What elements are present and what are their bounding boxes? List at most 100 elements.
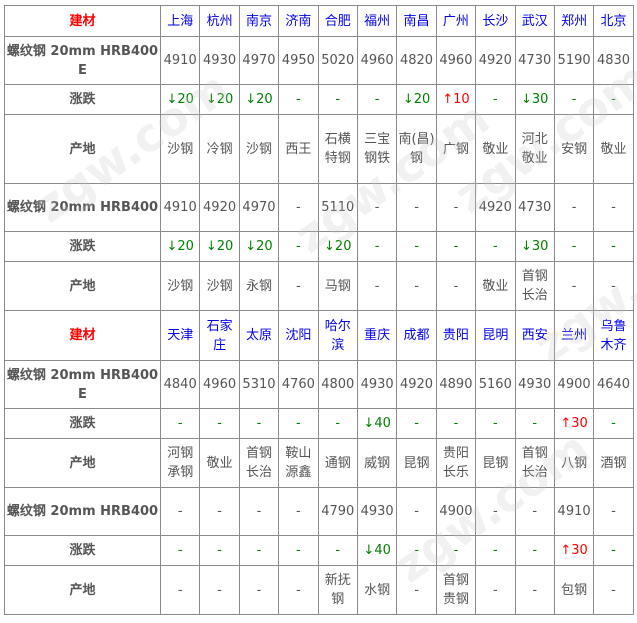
price-cell: 5190: [553, 36, 595, 85]
origin-cell: 敬业: [199, 438, 240, 488]
origin-cell: -: [396, 261, 437, 311]
price-cell: -: [514, 487, 555, 536]
change-cell: -: [317, 535, 358, 566]
origin-cell: 首钢长治: [514, 438, 555, 488]
price-cell: 4830: [593, 36, 634, 85]
change-cell: -: [356, 84, 398, 115]
change-cell: ↑30: [553, 408, 595, 439]
hrb400e-change-row: 涨跌 ↓20 ↓20 ↓20 - - - ↓20 ↑10 - ↓30 - -: [4, 84, 634, 115]
city-header: 杭州: [199, 5, 240, 37]
hrb400e-origin-row: 产地 沙钢 冷钢 沙钢 西王 石横特钢 三宝钢铁 南(昌)钢 广钢 敬业 河北敬业 安钢 敬业: [4, 114, 634, 184]
change-cell: ↓40: [356, 535, 398, 566]
change-cell: ↓20: [159, 84, 201, 115]
origin-cell: 安钢: [553, 114, 595, 184]
origin-cell: 昆钢: [396, 438, 437, 488]
change-cell: -: [593, 408, 634, 439]
header-row: 建材 天津 石家庄 太原 沈阳 哈尔滨 重庆 成都 贵阳 昆明 西安 兰州 乌鲁木齐: [4, 310, 634, 361]
origin-cell: -: [356, 261, 398, 311]
city-header: 贵阳: [435, 310, 477, 361]
price-cell: -: [593, 487, 634, 536]
city-header: 合肥: [317, 5, 358, 37]
no-change: -: [296, 543, 301, 558]
fall-value: ↓20: [205, 92, 234, 107]
no-change: -: [414, 239, 419, 254]
no-change: -: [492, 239, 498, 254]
price-cell: 4900: [435, 487, 477, 536]
no-change: -: [217, 543, 222, 558]
row-label: 螺纹钢 20mm HRB400E: [4, 36, 161, 85]
price-cell: 4920: [475, 36, 516, 85]
change-cell: ↓20: [199, 84, 240, 115]
city-header: 南昌: [396, 5, 437, 37]
price-cell: 4730: [514, 36, 555, 85]
no-change: -: [374, 92, 380, 107]
change-cell: ↓20: [396, 84, 437, 115]
price-cell: 5020: [317, 36, 358, 85]
city-header: 西安: [514, 310, 555, 361]
city-header: 武汉: [514, 5, 555, 37]
city-header: 太原: [238, 310, 280, 361]
price-cell: 4920: [199, 183, 240, 232]
header-row: 建材 上海 杭州 南京 济南 合肥 福州 南昌 广州 长沙 武汉 郑州 北京: [4, 5, 634, 37]
change-cell: ↓20: [159, 231, 201, 262]
change-cell: -: [593, 84, 634, 115]
row-label: 产地: [4, 565, 161, 615]
change-cell: -: [199, 408, 240, 439]
origin-cell: 贵阳长乐: [435, 438, 477, 488]
change-cell: -: [475, 231, 516, 262]
origin-cell: 西王: [278, 114, 319, 184]
hrb400-price-row: 螺纹钢 20mm HRB400 4910 4920 4970-5110- - -4920 4…: [4, 183, 634, 232]
price-cell: 4790: [317, 487, 358, 536]
origin-cell: 马钢: [317, 261, 358, 311]
change-cell: -: [514, 535, 555, 566]
origin-cell: 沙钢: [159, 261, 201, 311]
origin-cell: 水钢: [356, 565, 398, 615]
fall-value: ↓20: [245, 239, 273, 254]
fall-value: ↓40: [363, 416, 391, 431]
rebar-price-table: 建材 上海 杭州 南京 济南 合肥 福州 南昌 广州 长沙 武汉 郑州 北京 螺纹钢 20mm HRB40…: [4, 5, 634, 615]
change-cell: -: [317, 84, 358, 115]
change-cell: ↓30: [514, 84, 555, 115]
price-cell: 4760: [278, 360, 319, 409]
origin-cell: -: [396, 565, 437, 615]
change-cell: -: [199, 535, 240, 566]
fall-value: ↓20: [205, 239, 234, 254]
price-cell: -: [356, 183, 398, 232]
hrb400-price-row: 螺纹钢 20mm HRB400- - - -4790 4930-4900- -4910-: [4, 487, 634, 536]
origin-cell: 敬业: [593, 114, 634, 184]
origin-cell: 三宝钢铁: [356, 114, 398, 184]
hrb400-origin-row: 产地 沙钢 沙钢 永钢 - 马钢 - - - 敬业 首钢长治 - -: [4, 261, 634, 311]
price-cell: -: [278, 183, 319, 232]
change-cell: -: [278, 535, 319, 566]
price-cell: -: [199, 487, 240, 536]
change-cell: -: [396, 535, 437, 566]
change-cell: -: [435, 408, 477, 439]
change-cell: -: [238, 535, 280, 566]
origin-cell: -: [593, 565, 634, 615]
origin-cell: 沙钢: [199, 261, 240, 311]
no-change: -: [335, 92, 341, 107]
no-change: -: [492, 92, 498, 107]
change-cell: -: [396, 231, 437, 262]
origin-cell: -: [238, 565, 280, 615]
price-cell: 4900: [553, 360, 595, 409]
no-change: -: [296, 92, 301, 107]
no-change: -: [453, 543, 459, 558]
no-change: -: [571, 239, 577, 254]
city-header: 长沙: [475, 5, 516, 37]
change-cell: -: [475, 408, 516, 439]
hrb400e-price-row: 螺纹钢 20mm HRB400E 4910 4930 4970 4950 5020 4960…: [4, 36, 634, 85]
origin-cell: 昆钢: [475, 438, 516, 488]
rise-value: ↑10: [442, 92, 470, 107]
origin-cell: 包钢: [553, 565, 595, 615]
city-header: 重庆: [356, 310, 398, 361]
hrb400-change-row: 涨跌 ↓20 ↓20 ↓20 - ↓20 - - - - ↓30 - -: [4, 231, 634, 262]
price-cell: 5160: [475, 360, 516, 409]
no-change: -: [532, 416, 538, 431]
origin-cell: -: [435, 261, 477, 311]
price-cell: -: [238, 487, 280, 536]
origin-cell: 鞍山源鑫: [278, 438, 319, 488]
city-header: 乌鲁木齐: [593, 310, 634, 361]
origin-cell: 河北敬业: [514, 114, 555, 184]
price-cell: -: [475, 487, 516, 536]
